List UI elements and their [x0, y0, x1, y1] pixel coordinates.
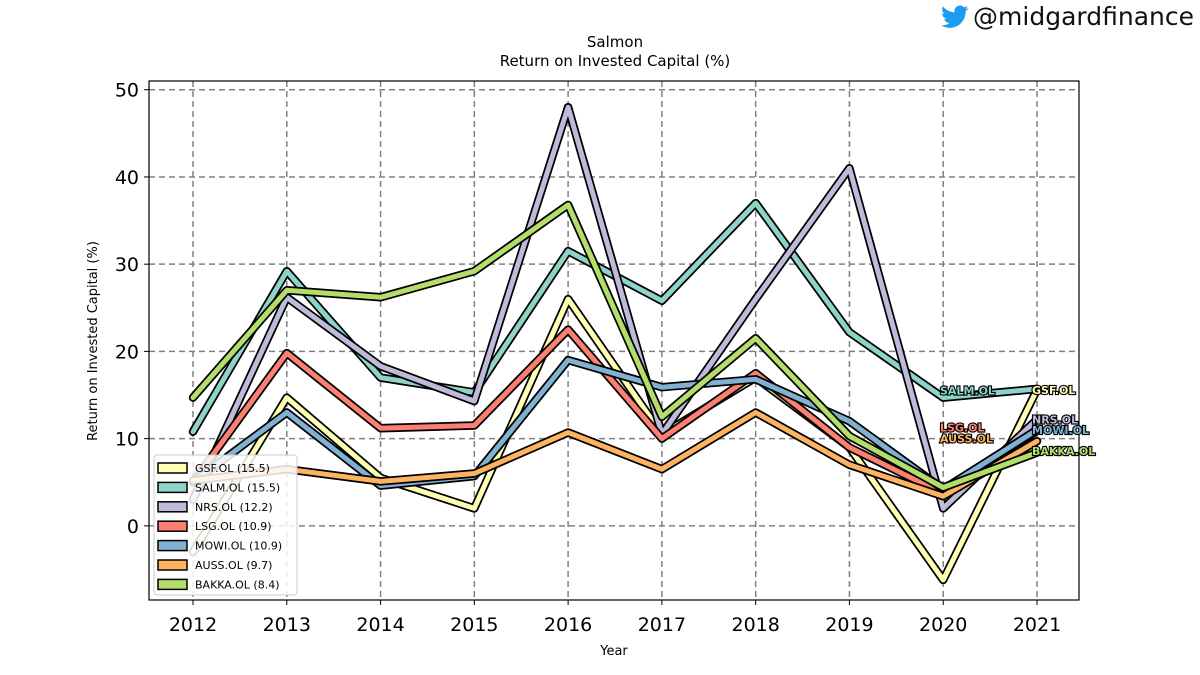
legend-entry-label: LSG.OL (10.9): [195, 520, 272, 533]
series-line-outline: [188, 200, 1042, 492]
x-tick-label: 2015: [450, 614, 498, 636]
series-line: [190, 104, 1040, 511]
chart-title: Salmon: [587, 33, 643, 51]
watermark-handle: @midgardfinance: [973, 2, 1194, 31]
series-line: [190, 202, 1040, 490]
series-end-label: NRS.OL: [1032, 413, 1078, 426]
x-tick-label: 2016: [544, 614, 592, 636]
legend-swatch: [157, 501, 188, 513]
x-tick-label: 2018: [731, 614, 779, 636]
series-line: [190, 357, 1040, 492]
x-tick-label: 2013: [263, 614, 311, 636]
series-line: [190, 410, 1040, 499]
legend-entry-label: MOWI.OL (10.9): [195, 540, 282, 553]
axis-ticks: 2012 2013 2014 2015 2016 2017 2018 2019 2020 2021…: [115, 80, 1061, 636]
series-line: [190, 327, 1040, 497]
series-lines: [188, 102, 1042, 585]
legend-swatch: [157, 578, 188, 591]
series-end-label: GSF.OL: [1032, 384, 1075, 397]
series-lsg-ol: [188, 325, 1042, 498]
x-axis-label: Year: [599, 644, 628, 659]
series-line: [190, 296, 1040, 583]
legend-entry-label: AUSS.OL (9.7): [195, 559, 272, 572]
legend-swatch: [157, 539, 188, 552]
series-end-label: SALM.OL: [940, 385, 995, 398]
x-tick-label: 2014: [356, 614, 404, 636]
legend-swatch: [157, 559, 188, 571]
chart-subtitle: Return on Invested Capital (%): [500, 52, 731, 70]
y-tick-label: 50: [115, 80, 139, 102]
series-nrs-ol: [188, 102, 1042, 513]
series-end-label: BAKKA.OL: [1032, 445, 1095, 458]
y-tick-label: 0: [127, 516, 139, 538]
x-tick-label: 2017: [638, 614, 686, 636]
series-auss-ol: [188, 408, 1042, 501]
y-axis-label: Return on Invested Capital (%): [86, 241, 101, 441]
legend-entry-label: SALM.OL (15.5): [195, 481, 280, 494]
legend-entry-label: BAKKA.OL (8.4): [195, 578, 280, 591]
legend-entry-label: GSF.OL (15.5): [195, 462, 270, 475]
y-tick-label: 20: [115, 341, 139, 363]
y-tick-label: 10: [115, 429, 139, 451]
series-end-label: MOWI.OL: [1032, 424, 1089, 437]
series-mowi-ol: [188, 355, 1042, 494]
series-end-labels: GSF.OL SALM.OL NRS.OL LSG.OL MOWI.OL AUSS.OL B…: [939, 383, 1096, 459]
series-gsf-ol: [188, 294, 1042, 585]
watermark: @midgardfinance: [941, 2, 1194, 31]
x-tick-label: 2021: [1013, 614, 1061, 636]
twitter-bird-icon: [941, 4, 969, 29]
series-bakka-ol: [188, 200, 1042, 492]
plot-frame: [148, 80, 1080, 601]
y-tick-label: 40: [115, 167, 139, 189]
series-end-label: LSG.OL: [940, 421, 985, 434]
x-tick-label: 2020: [919, 614, 967, 636]
x-tick-label: 2019: [825, 614, 873, 636]
legend-swatch: [157, 520, 188, 532]
legend: GSF.OL (15.5) SALM.OL (15.5) NRS.OL (12.2)…: [153, 454, 298, 596]
x-tick-label: 2012: [169, 614, 217, 636]
legend-entry-label: NRS.OL (12.2): [195, 501, 273, 514]
legend-box: [153, 454, 298, 596]
legend-swatch: [157, 462, 188, 474]
legend-swatch: [157, 481, 188, 494]
series-end-label: AUSS.OL: [940, 433, 993, 446]
y-tick-label: 30: [115, 254, 139, 276]
